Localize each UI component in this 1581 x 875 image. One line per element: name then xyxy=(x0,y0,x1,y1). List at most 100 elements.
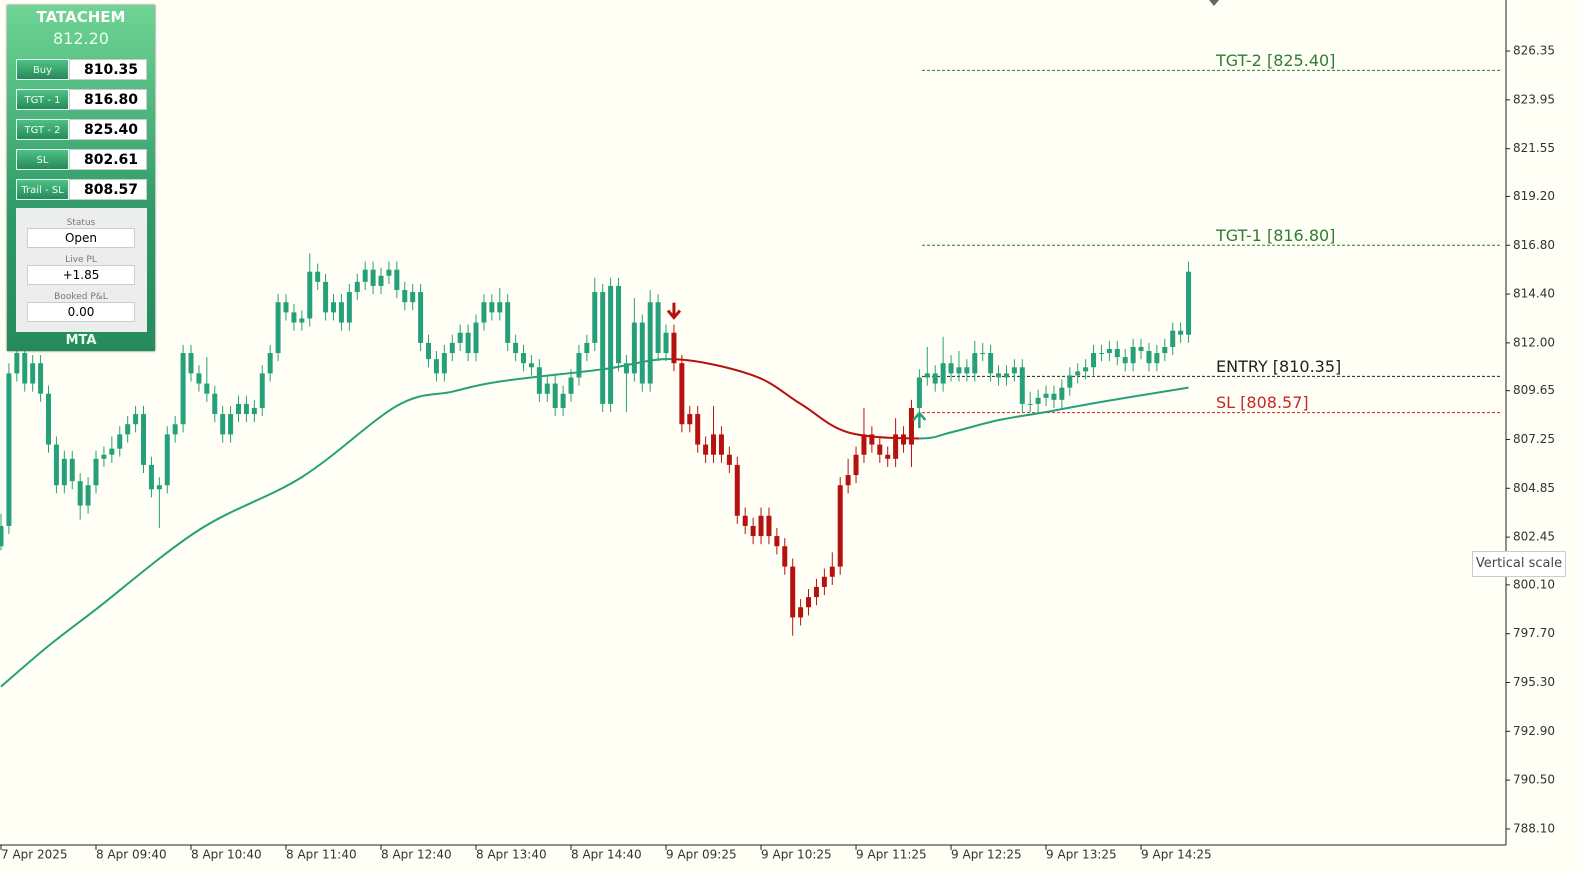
candle-body xyxy=(774,536,780,547)
candle-body xyxy=(196,373,202,384)
y-tick-label: 795.30 xyxy=(1513,675,1555,689)
moving-average xyxy=(847,431,920,440)
candle-body xyxy=(687,414,693,425)
candle-body xyxy=(600,292,606,404)
candle-body xyxy=(125,424,131,435)
candle-body xyxy=(726,454,732,465)
candle-body xyxy=(77,481,83,506)
candle-body xyxy=(592,292,598,343)
candle-body xyxy=(853,454,859,476)
x-tick-label: 8 Apr 11:40 xyxy=(286,848,357,862)
candle-body xyxy=(813,586,819,598)
candle-body xyxy=(996,373,1002,378)
candle-body xyxy=(22,353,28,384)
x-tick-label: 8 Apr 09:40 xyxy=(96,848,167,862)
candle-body xyxy=(877,444,883,455)
candle-body xyxy=(410,292,416,303)
candle-body xyxy=(1043,393,1049,398)
candle-body xyxy=(315,271,321,282)
candle-body xyxy=(679,363,685,425)
row-value: 810.35 xyxy=(69,59,147,80)
candle-body xyxy=(418,292,424,343)
candle-body xyxy=(671,332,677,364)
moving-average xyxy=(919,386,1189,440)
candle-body xyxy=(521,353,527,364)
candle-body xyxy=(766,515,772,537)
candle-body xyxy=(837,485,843,567)
status-label: Status xyxy=(66,218,96,228)
candle-body xyxy=(426,342,432,360)
candle-body xyxy=(623,363,629,374)
candle-body xyxy=(1138,346,1144,352)
candle-body xyxy=(695,414,701,445)
candle-body xyxy=(109,448,115,455)
candle-body xyxy=(980,353,986,355)
candle-body xyxy=(441,353,447,374)
candle-body xyxy=(718,434,724,455)
moving-average xyxy=(673,358,849,434)
candle-body xyxy=(908,407,914,445)
candle-body xyxy=(1154,353,1160,364)
status-label: Booked P&L xyxy=(54,292,108,302)
x-tick-label: 8 Apr 13:40 xyxy=(476,848,547,862)
candle-body xyxy=(259,373,265,408)
level-label: ENTRY [810.35] xyxy=(1216,357,1341,376)
x-tick-label: 8 Apr 12:40 xyxy=(381,848,452,862)
moving-average xyxy=(0,368,603,688)
candle-body xyxy=(228,414,234,435)
candle-body xyxy=(1146,351,1152,364)
candle-body xyxy=(172,424,178,435)
tooltip: Vertical scale xyxy=(1472,551,1566,577)
candle-body xyxy=(806,597,812,608)
candle-body xyxy=(481,302,487,323)
candle-body xyxy=(1019,367,1025,404)
y-tick-label: 823.95 xyxy=(1513,92,1555,106)
candle-body xyxy=(861,434,867,455)
candle-body xyxy=(386,269,392,276)
candle-body xyxy=(85,485,91,506)
candle-body xyxy=(1162,346,1168,354)
y-tick-label: 790.50 xyxy=(1513,773,1555,787)
candle-body xyxy=(1091,353,1097,368)
candle-body xyxy=(1106,348,1112,354)
status-label: Live PL xyxy=(65,255,97,265)
x-tick-label: 8 Apr 14:40 xyxy=(571,848,642,862)
y-tick-label: 800.10 xyxy=(1513,577,1555,591)
candle-body xyxy=(1114,348,1120,358)
status-value: Open xyxy=(27,228,135,248)
candle-body xyxy=(148,464,154,490)
y-tick-label: 788.10 xyxy=(1513,821,1555,835)
status-value: +1.85 xyxy=(27,265,135,285)
y-tick-label: 802.45 xyxy=(1513,530,1555,544)
candle-body xyxy=(1178,330,1184,335)
candle-body xyxy=(251,407,257,415)
candle-body xyxy=(1027,403,1033,405)
x-tick-label: 9 Apr 14:25 xyxy=(1141,848,1212,862)
candle-body xyxy=(283,302,289,313)
candle-body xyxy=(869,434,875,445)
candle-body xyxy=(758,515,764,537)
candle-body xyxy=(338,302,344,323)
candle-body xyxy=(14,353,20,374)
y-tick-label: 826.35 xyxy=(1513,44,1555,58)
candle-body xyxy=(528,363,534,368)
x-tick-label: 9 Apr 11:25 xyxy=(856,848,927,862)
candle-body xyxy=(631,322,637,374)
candle-body xyxy=(901,434,907,445)
row-label: Buy xyxy=(16,59,69,80)
candle-body xyxy=(584,342,590,354)
candle-body xyxy=(956,367,962,374)
candle-body xyxy=(188,353,194,374)
candle-body xyxy=(734,464,740,516)
candle-body xyxy=(972,353,978,374)
candle-body xyxy=(61,458,67,486)
x-tick-label: 9 Apr 12:25 xyxy=(951,848,1022,862)
candle-body xyxy=(790,566,796,618)
candle-body xyxy=(267,353,273,374)
level-label: TGT-2 [825.40] xyxy=(1215,51,1335,70)
row-label: Trail - SL xyxy=(16,179,69,200)
candle-body xyxy=(362,269,368,282)
candle-body xyxy=(940,363,946,384)
candle-body xyxy=(1067,375,1073,388)
